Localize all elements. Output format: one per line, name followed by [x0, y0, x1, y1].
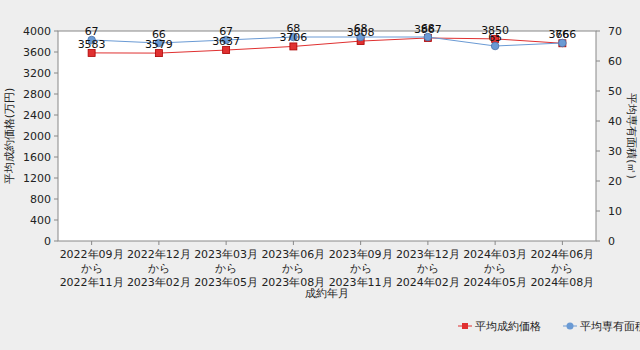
x-axis-title: 成約年月 — [305, 287, 349, 300]
y-tick-label: 2800 — [23, 88, 51, 101]
data-label: 67 — [85, 25, 99, 38]
x-tick — [495, 241, 496, 245]
y2-axis-title: 平均専有面積(㎡) — [625, 93, 638, 179]
y-tick-label: 800 — [30, 193, 51, 206]
y2-tick — [596, 31, 600, 32]
y2-tick-label: 30 — [608, 145, 622, 158]
x-tick — [91, 241, 92, 245]
x-tick-label: 2024年03月から2024年05月 — [463, 248, 527, 289]
legend-label: 平均成約価格 — [475, 320, 541, 333]
x-tick — [293, 241, 294, 245]
x-tick — [427, 241, 428, 245]
data-label: 68 — [421, 22, 435, 35]
x-tick — [562, 241, 563, 245]
data-labels: 3583357936373706380838673850376667666768… — [78, 22, 577, 51]
y-tick — [54, 115, 58, 116]
y-tick-label: 3200 — [23, 67, 51, 80]
y-tick — [54, 157, 58, 158]
y-tick — [54, 73, 58, 74]
x-tick — [226, 241, 227, 245]
data-label: 3766 — [548, 28, 576, 41]
y-tick-label: 2400 — [23, 109, 51, 122]
data-label: 67 — [219, 25, 233, 38]
data-label: 66 — [555, 28, 569, 41]
legend-marker — [567, 323, 574, 330]
x-tick — [360, 241, 361, 245]
data-label: 3867 — [414, 23, 442, 36]
y-tick — [54, 136, 58, 137]
x-tick-label: 2022年09月から2022年11月 — [60, 248, 124, 289]
y-tick-label: 0 — [44, 235, 51, 248]
x-tick-label: 2023年12月から2024年02月 — [396, 248, 460, 289]
y-tick-label: 4000 — [23, 25, 51, 38]
data-label: 3583 — [78, 38, 106, 51]
y-tick — [54, 94, 58, 95]
y-tick-label: 3600 — [23, 46, 51, 59]
plot-area — [58, 31, 596, 241]
x-tick — [158, 241, 159, 245]
data-label: 68 — [354, 22, 368, 35]
y2-tick — [596, 61, 600, 62]
data-label: 68 — [286, 22, 300, 35]
x-tick-label: 2023年03月から2023年05月 — [194, 248, 258, 289]
data-label: 66 — [152, 28, 166, 41]
y-tick-label: 1200 — [23, 172, 51, 185]
y-tick — [54, 241, 58, 242]
legend-label: 平均専有面積 — [580, 320, 640, 333]
y2-tick-label: 0 — [608, 235, 615, 248]
y2-tick-label: 60 — [608, 55, 622, 68]
x-tick-label: 2024年06月から2024年08月 — [530, 248, 594, 289]
y2-tick — [596, 181, 600, 182]
data-label: 65 — [488, 31, 502, 44]
y-tick — [54, 199, 58, 200]
y-tick — [54, 220, 58, 221]
y2-tick-label: 40 — [608, 115, 622, 128]
x-tick-label: 2023年09月から2023年11月 — [329, 248, 393, 289]
x-tick-label: 2022年12月から2023年02月 — [127, 248, 191, 289]
y2-tick — [596, 121, 600, 122]
y2-tick — [596, 91, 600, 92]
y2-tick-label: 20 — [608, 175, 622, 188]
y2-tick-label: 70 — [608, 25, 622, 38]
y-tick-label: 400 — [30, 214, 51, 227]
y-axis-title: 平均成約価格(万円) — [3, 88, 16, 185]
y-tick — [54, 178, 58, 179]
legend-marker — [462, 323, 468, 329]
legend: 平均成約価格 平均専有面積 — [458, 320, 640, 333]
y2-tick — [596, 211, 600, 212]
y2-tick — [596, 151, 600, 152]
y-tick-label: 2000 — [23, 130, 51, 143]
y2-tick-label: 50 — [608, 85, 622, 98]
y2-tick — [596, 241, 600, 242]
y-tick — [54, 31, 58, 32]
y-tick — [54, 52, 58, 53]
background — [0, 0, 640, 350]
y2-tick-label: 10 — [608, 205, 622, 218]
x-tick-label: 2023年06月から2023年08月 — [261, 248, 325, 289]
y-tick-label: 1600 — [23, 151, 51, 164]
chart: 0 400 800 1200 1600 2000 2400 2800 3200 3600 4000 0… — [0, 0, 640, 350]
